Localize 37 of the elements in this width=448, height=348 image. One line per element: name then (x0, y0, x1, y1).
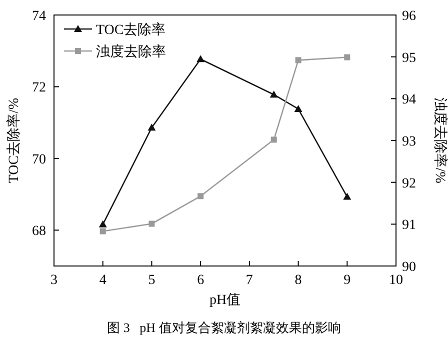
point (343, 192, 352, 200)
y-tick-label: 72 (32, 80, 46, 96)
x-tick-label: 8 (294, 273, 302, 288)
y-tick-label: 70 (32, 152, 46, 168)
y-axis-title: TOC去除率/% (6, 98, 22, 184)
y2-tick-label: 90 (402, 260, 416, 275)
legend-label: TOC去除率 (96, 22, 166, 38)
x-axis-title: pH值 (209, 292, 241, 308)
point (270, 90, 278, 98)
y2-tick-label: 95 (402, 50, 416, 66)
point (148, 124, 156, 131)
point (148, 220, 155, 227)
y2-tick-label: 92 (402, 176, 416, 192)
point (344, 54, 350, 60)
caption: 图 3 pH 值对复合絮凝剂絮凝效果的影响 (107, 320, 341, 335)
point (270, 136, 277, 143)
y-tick-label: 68 (32, 224, 46, 240)
point (295, 57, 302, 64)
point (294, 104, 302, 112)
y2-axis-title: 浊度去除率/% (432, 98, 448, 184)
y-tick-label: 74 (32, 9, 46, 24)
point (98, 220, 107, 228)
x-tick-label: 10 (389, 273, 403, 288)
y2-tick-label: 93 (402, 134, 416, 150)
y2-tick-label: 96 (402, 9, 416, 24)
x-tick-label: 9 (344, 273, 351, 288)
point (100, 228, 106, 234)
legend-label: 浊度去除率 (96, 44, 166, 60)
x-tick-label: 6 (197, 273, 204, 288)
point (198, 193, 204, 200)
y2-tick-label: 94 (402, 92, 416, 108)
x-tick-label: 7 (246, 273, 253, 288)
x-tick-label: 5 (148, 273, 156, 288)
x-tick-label: 3 (50, 273, 58, 288)
point (196, 55, 205, 62)
x-tick-label: 4 (99, 273, 106, 288)
y2-tick-label: 91 (402, 218, 416, 234)
